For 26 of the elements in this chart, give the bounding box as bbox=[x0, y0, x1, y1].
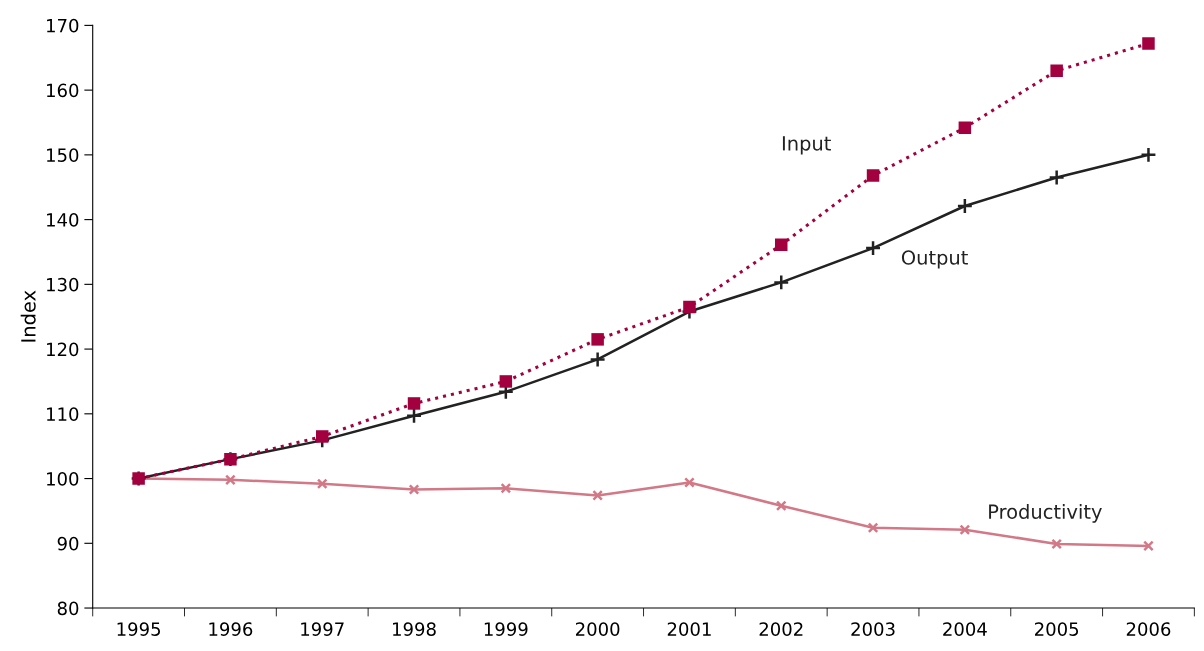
x-tick-label: 2005 bbox=[1035, 622, 1079, 636]
y-tick-label: 150 bbox=[47, 148, 79, 162]
y-tick-label: 100 bbox=[47, 472, 79, 486]
series-label: Input bbox=[782, 136, 831, 155]
x-tick-label: 1997 bbox=[301, 622, 344, 636]
y-tick-label: 140 bbox=[47, 213, 79, 227]
series-label: Productivity bbox=[989, 503, 1102, 523]
y-tick-label: 120 bbox=[47, 342, 79, 357]
x-tick-label: 2006 bbox=[1126, 622, 1171, 636]
x-tick-label: 2000 bbox=[575, 622, 620, 636]
y-tick-label: 80 bbox=[57, 601, 79, 616]
x-tick-label: 2003 bbox=[851, 622, 895, 636]
y-axis-title: Index bbox=[20, 290, 36, 342]
y-tick-label: 110 bbox=[47, 407, 79, 421]
series-label: Output bbox=[901, 250, 968, 269]
y-tick-label: 90 bbox=[57, 536, 79, 551]
x-tick-label: 1999 bbox=[484, 622, 528, 636]
x-tick-label: 1995 bbox=[117, 622, 161, 636]
x-tick-label: 2002 bbox=[759, 622, 803, 636]
y-tick-label: 170 bbox=[47, 18, 79, 33]
y-tick-label: 130 bbox=[47, 277, 79, 292]
y-tick-label: 160 bbox=[47, 83, 79, 98]
x-tick-label: 1996 bbox=[209, 622, 253, 636]
x-tick-label: 2004 bbox=[943, 622, 987, 636]
x-tick-label: 2001 bbox=[667, 622, 711, 636]
x-tick-label: 1998 bbox=[393, 622, 436, 636]
